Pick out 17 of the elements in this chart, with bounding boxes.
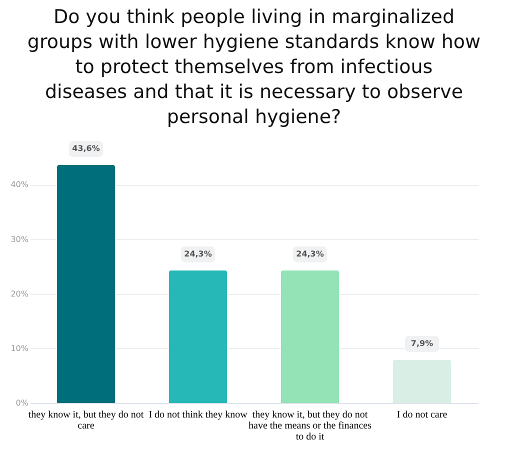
data-label: 24,3% [296, 249, 324, 258]
x-tick-label: they know it, but they do not have the means or the finances to do it [248, 410, 372, 442]
x-tick-label: they know it, but they do not care [28, 410, 144, 432]
x-tick-label: I do not think they know [148, 410, 248, 420]
bar [57, 165, 115, 403]
y-tick-label: 30% [10, 234, 29, 244]
y-tick-label: 10% [10, 344, 29, 353]
bar [281, 270, 339, 403]
y-tick-label: 0% [16, 398, 29, 408]
y-tick-label: 20% [10, 289, 29, 298]
data-label: 24,3% [184, 249, 212, 258]
bar [169, 270, 227, 403]
x-tick-label: I do not care [396, 410, 448, 420]
y-tick-label: 40% [10, 180, 29, 190]
data-label: 43,6% [72, 144, 100, 154]
chart-title: Do you think people living in marginalized groups with lower hygiene standards know how to protect themselves from infectious diseases and that it is necessary to observe personal hygiene? [27, 6, 481, 128]
data-label: 7,9% [410, 338, 434, 348]
